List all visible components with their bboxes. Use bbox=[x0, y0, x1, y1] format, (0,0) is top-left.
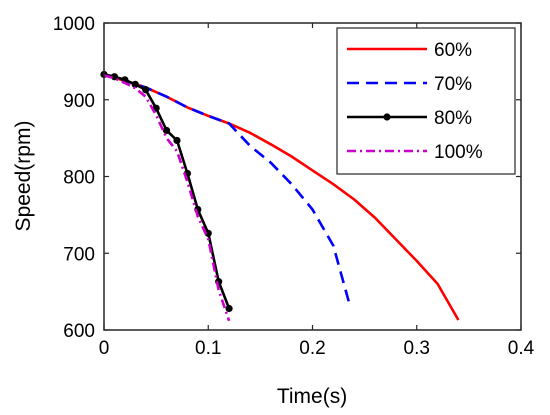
legend-label-80-percent: 80% bbox=[434, 108, 472, 129]
x-tick-label: 0.3 bbox=[404, 338, 430, 359]
y-tick-label: 900 bbox=[63, 91, 95, 112]
data-point-80-percent bbox=[142, 86, 150, 94]
data-point-80-percent bbox=[173, 136, 181, 145]
legend-label-100-percent: 100% bbox=[434, 142, 483, 163]
legend-marker-80-percent bbox=[383, 113, 391, 121]
legend: 60% 70% 80% 100% bbox=[336, 27, 516, 175]
y-axis-label: Speed(rpm) bbox=[12, 121, 35, 232]
data-point-80-percent bbox=[162, 126, 171, 135]
data-point-80-percent bbox=[225, 304, 233, 313]
y-tick-label: 600 bbox=[63, 321, 95, 342]
legend-box bbox=[336, 27, 516, 175]
x-axis-label: Time(s) bbox=[277, 385, 347, 408]
legend-label-60-percent: 60% bbox=[434, 40, 472, 61]
y-tick-label: 1000 bbox=[53, 14, 95, 35]
plot-series-layer bbox=[100, 70, 460, 322]
data-point-80-percent bbox=[131, 80, 139, 88]
x-tick-label: 0.4 bbox=[508, 338, 535, 359]
tick-layer: 0 0.1 0.2 0.3 0.4 600 700 800 900 1000 bbox=[53, 14, 535, 359]
legend-label-70-percent: 70% bbox=[434, 74, 472, 95]
data-point-80-percent bbox=[110, 73, 119, 81]
x-tick-label: 0.2 bbox=[299, 338, 325, 359]
data-point-80-percent bbox=[204, 229, 212, 237]
x-tick-label: 0.1 bbox=[195, 338, 221, 359]
y-tick-label: 700 bbox=[63, 244, 95, 265]
series-line-100-percent bbox=[103, 73, 231, 322]
y-tick-label: 800 bbox=[63, 168, 95, 189]
x-tick-label: 0 bbox=[99, 338, 110, 359]
